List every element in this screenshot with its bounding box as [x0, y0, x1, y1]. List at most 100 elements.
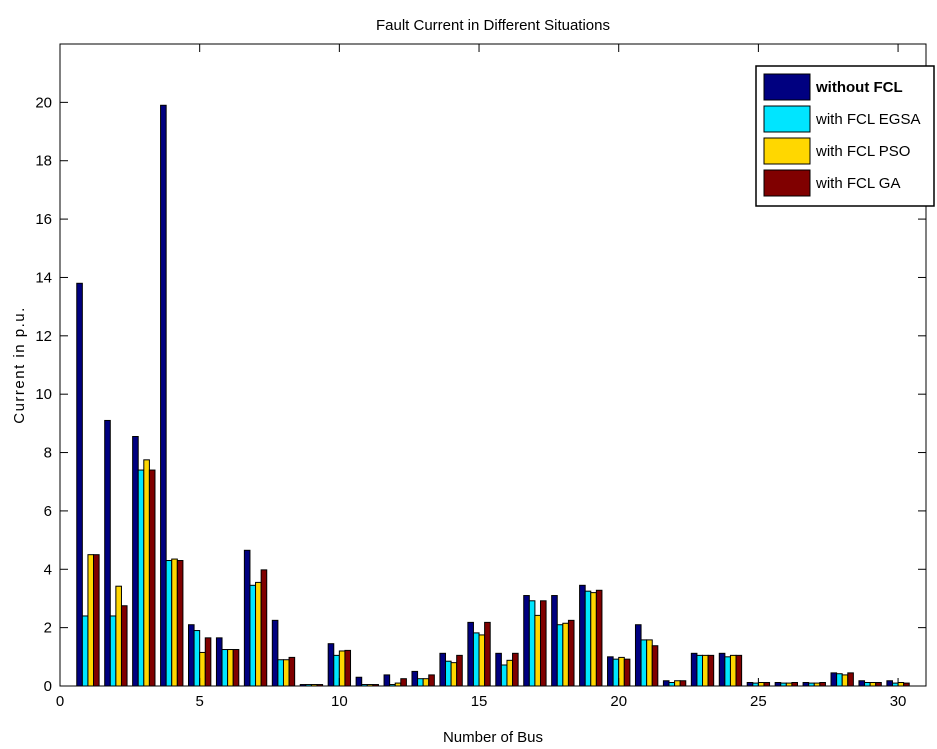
bars-group: [76, 104, 910, 687]
bar-2-15: [472, 632, 480, 687]
bar-2-18: [556, 624, 564, 687]
bar-1-11: [355, 676, 363, 687]
bar-2-23: [696, 654, 704, 687]
bar-3-1: [87, 554, 95, 687]
bar-1-1: [76, 282, 83, 687]
legend-label: with FCL PSO: [815, 143, 910, 160]
bar-1-22: [662, 680, 670, 687]
bar-4-10: [344, 649, 352, 687]
bar-1-13: [411, 670, 419, 687]
bar-4-1: [93, 554, 100, 687]
bar-3-3: [143, 459, 150, 687]
bar-3-4: [171, 558, 178, 687]
bar-4-28: [847, 672, 854, 687]
bar-4-25: [763, 682, 771, 687]
bar-3-14: [450, 662, 458, 687]
legend-label: with FCL GA: [815, 175, 900, 192]
legend-swatch: [763, 105, 811, 133]
bar-4-12: [400, 678, 407, 687]
bar-1-4: [160, 104, 167, 687]
bar-3-15: [478, 634, 486, 687]
y-axis-title: Current in p.u.: [11, 306, 28, 424]
legend-label: with FCL EGSA: [815, 111, 920, 128]
x-axis-title: Number of Bus: [443, 729, 543, 746]
chart-title: Fault Current in Different Situations: [376, 17, 610, 34]
bar-4-5: [204, 637, 212, 687]
bar-4-15: [484, 621, 491, 687]
bar-4-20: [623, 658, 631, 687]
bar-4-19: [595, 589, 603, 687]
bar-1-17: [523, 595, 530, 687]
bar-3-7: [255, 581, 262, 687]
ticks-group: 0 5 10 15 20 25 30 0 2 4 6 8 10 12 14 16 18 20: [35, 44, 926, 710]
bar-3-2: [115, 585, 122, 687]
bar-1-5: [188, 624, 195, 687]
bar-3-16: [506, 659, 514, 687]
bar-3-6: [227, 649, 234, 687]
x-tick-label: 10: [331, 693, 348, 710]
bar-4-14: [456, 654, 463, 687]
bar-1-26: [774, 682, 782, 687]
bar-1-8: [271, 619, 279, 687]
bar-2-4: [165, 560, 173, 687]
bar-3-28: [841, 674, 849, 687]
bar-2-6: [221, 649, 229, 687]
bar-1-24: [718, 652, 726, 687]
bar-2-10: [333, 654, 340, 687]
bar-1-7: [243, 549, 251, 687]
bar-3-10: [338, 650, 346, 687]
legend-swatch: [763, 169, 811, 197]
bar-1-10: [327, 643, 335, 687]
bar-3-5: [199, 651, 206, 687]
bar-4-7: [260, 569, 268, 687]
bar-3-19: [590, 592, 597, 687]
bar-1-27: [802, 682, 810, 687]
bar-3-21: [646, 639, 653, 687]
x-tick-label: 25: [750, 693, 767, 710]
bar-2-20: [612, 658, 620, 687]
y-tick-label: 8: [44, 445, 52, 462]
bar-1-12: [383, 674, 391, 687]
y-tick-label: 16: [35, 211, 52, 228]
y-tick-label: 4: [44, 561, 52, 578]
y-tick-label: 12: [35, 328, 52, 345]
legend-swatch: [763, 73, 811, 101]
bar-1-20: [607, 656, 614, 687]
bar-4-8: [288, 656, 296, 687]
y-tick-label: 2: [44, 620, 52, 637]
bar-4-3: [148, 469, 156, 687]
bar-2-29: [864, 682, 871, 687]
bar-3-17: [534, 614, 541, 687]
bar-2-24: [724, 656, 731, 687]
x-tick-label: 20: [610, 693, 627, 710]
y-tick-label: 18: [35, 153, 52, 170]
bar-4-21: [651, 645, 659, 687]
bar-4-22: [679, 680, 687, 687]
bar-4-29: [875, 682, 882, 687]
bar-1-2: [104, 419, 111, 687]
x-tick-label: 0: [56, 693, 64, 710]
bar-3-8: [282, 659, 290, 687]
bar-2-21: [640, 639, 648, 687]
bar-1-25: [746, 682, 754, 687]
x-tick-label: 30: [890, 693, 907, 710]
x-tick-label: 15: [471, 693, 488, 710]
legend-swatch: [763, 137, 811, 165]
bar-2-14: [445, 660, 452, 687]
plot-frame: [59, 43, 927, 687]
legend: without FCL with FCL EGSA with FCL PSO with…: [755, 65, 935, 207]
legend-label: without FCL: [815, 79, 903, 96]
bar-2-8: [277, 659, 284, 687]
x-tick-label: 5: [196, 693, 204, 710]
bar-2-1: [81, 615, 89, 687]
bar-1-21: [634, 624, 642, 687]
bar-4-27: [819, 682, 826, 687]
bar-2-2: [109, 615, 117, 687]
y-tick-label: 6: [44, 503, 52, 520]
bar-4-4: [176, 560, 184, 687]
bar-4-16: [512, 652, 519, 687]
bar-3-13: [422, 678, 430, 687]
bar-2-16: [500, 664, 508, 687]
